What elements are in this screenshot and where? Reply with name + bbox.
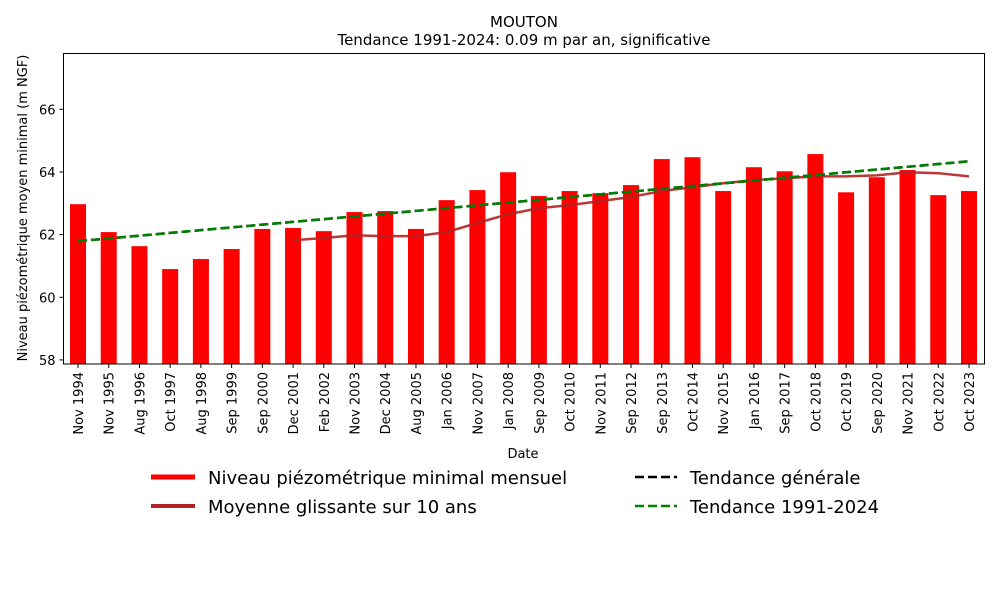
- bar: [930, 195, 947, 364]
- bar: [407, 228, 424, 364]
- bar: [684, 157, 701, 364]
- legend-label-general-trend: Tendance générale: [689, 468, 860, 489]
- bar: [500, 172, 517, 364]
- bar: [838, 192, 855, 364]
- bar: [192, 259, 209, 364]
- bar: [438, 200, 455, 364]
- y-tick-label: 58: [39, 354, 56, 369]
- bar: [131, 246, 148, 364]
- legend-label-trend-1991-2024: Tendance 1991-2024: [689, 497, 879, 518]
- x-tick-label: Sep 2012: [625, 372, 640, 434]
- x-tick-label: Oct 2010: [564, 372, 579, 432]
- bar: [469, 190, 486, 364]
- x-tick-label: Sep 2020: [871, 372, 886, 434]
- x-tick-label: Dec 2001: [287, 372, 302, 434]
- x-tick-label: Nov 2015: [717, 372, 732, 435]
- x-tick-label: Nov 2011: [594, 372, 609, 435]
- bar: [807, 154, 824, 364]
- legend-label-moving-average: Moyenne glissante sur 10 ans: [208, 497, 477, 518]
- x-tick-label: Nov 1994: [72, 372, 87, 435]
- x-tick-label: Oct 2014: [686, 372, 701, 432]
- x-tick-label: Aug 1996: [133, 372, 148, 435]
- bar: [776, 171, 793, 364]
- chart-title: MOUTON: [490, 13, 558, 31]
- moving-average-line: [292, 170, 970, 242]
- x-tick-label: Oct 2022: [932, 372, 947, 432]
- bar: [745, 167, 762, 364]
- bar: [70, 204, 86, 364]
- bar: [561, 191, 578, 364]
- y-axis-label: Niveau piézométrique moyen minimal (m NG…: [16, 55, 31, 362]
- x-tick-label: Sep 2017: [779, 372, 794, 434]
- trend-1991-2024-line: [77, 160, 970, 243]
- bar: [377, 211, 394, 364]
- x-tick-label: Dec 2004: [379, 372, 394, 434]
- y-tick-label: 62: [39, 229, 56, 244]
- bar: [223, 249, 240, 364]
- x-tick-label: Aug 2005: [410, 372, 425, 435]
- bar: [530, 196, 547, 364]
- x-tick-label: Nov 2007: [471, 372, 486, 435]
- y-tick-label: 66: [39, 103, 56, 118]
- x-tick-label: Oct 2019: [840, 372, 855, 432]
- x-tick-label: Jan 2016: [748, 372, 763, 430]
- bar: [961, 191, 977, 364]
- plot-frame: [63, 53, 985, 365]
- y-tick-label: 60: [39, 291, 56, 306]
- x-tick-label: Nov 2021: [902, 372, 917, 435]
- bar: [868, 177, 885, 364]
- x-tick-label: Sep 1999: [226, 372, 241, 434]
- y-tick-label: 64: [39, 166, 56, 181]
- bar: [899, 170, 916, 364]
- x-tick-label: Aug 1998: [195, 372, 210, 435]
- bar: [653, 159, 670, 364]
- x-tick-label: Nov 2003: [349, 372, 364, 435]
- x-tick-label: Oct 1997: [164, 372, 179, 432]
- legend: Niveau piézométrique minimal mensuel Moy…: [151, 468, 879, 518]
- bar: [254, 228, 271, 364]
- x-tick-label: Sep 2013: [656, 372, 671, 434]
- x-tick-label: Feb 2002: [318, 372, 333, 432]
- x-tick-label: Nov 1995: [103, 372, 118, 435]
- x-tick-label: Jan 2008: [502, 372, 517, 430]
- legend-label-bars: Niveau piézométrique minimal mensuel: [208, 468, 567, 489]
- bar: [623, 185, 640, 364]
- bar: [715, 191, 732, 364]
- bar: [285, 228, 302, 364]
- x-tick-label: Oct 2018: [809, 372, 824, 432]
- x-tick-label: Oct 2023: [963, 372, 978, 432]
- x-tick-label: Sep 2000: [256, 372, 271, 434]
- bar: [315, 231, 332, 364]
- bar: [100, 232, 117, 364]
- x-tick-label: Sep 2009: [533, 372, 548, 434]
- x-axis-label: Date: [507, 447, 538, 462]
- bar: [162, 269, 179, 364]
- bar: [592, 193, 609, 364]
- bar: [346, 212, 363, 364]
- x-tick-label: Jan 2006: [441, 372, 456, 430]
- chart-subtitle: Tendance 1991-2024: 0.09 m par an, signi…: [336, 31, 710, 49]
